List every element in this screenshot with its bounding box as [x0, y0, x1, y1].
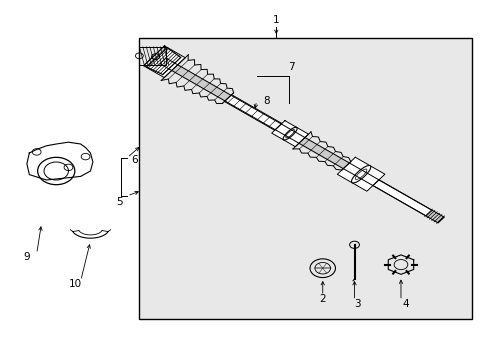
Text: 5: 5: [116, 197, 123, 207]
Polygon shape: [337, 157, 384, 191]
Polygon shape: [27, 142, 93, 180]
Polygon shape: [146, 48, 185, 78]
Polygon shape: [271, 121, 308, 147]
Polygon shape: [224, 95, 281, 130]
Text: 1: 1: [272, 15, 279, 25]
Polygon shape: [160, 58, 443, 223]
Text: 10: 10: [69, 279, 82, 289]
Bar: [139, 47, 166, 65]
Text: 9: 9: [23, 252, 30, 262]
Text: 2: 2: [319, 294, 325, 304]
Text: 8: 8: [263, 96, 269, 106]
Polygon shape: [372, 180, 431, 216]
Text: 4: 4: [402, 299, 408, 309]
Bar: [139, 38, 471, 319]
Text: 3: 3: [353, 299, 360, 309]
Text: 7: 7: [287, 62, 294, 72]
Text: 6: 6: [131, 155, 138, 165]
